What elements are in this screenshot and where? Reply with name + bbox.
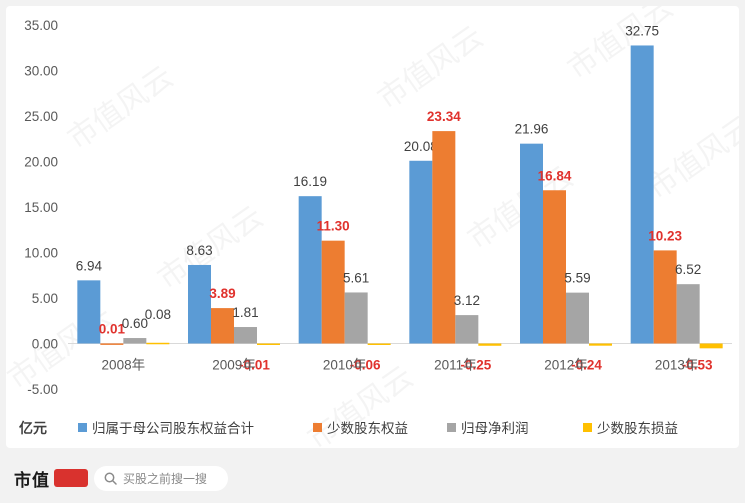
data-label: -0.53 bbox=[682, 358, 713, 373]
y-tick-label: 20.00 bbox=[24, 155, 58, 170]
bar bbox=[146, 342, 170, 345]
bar bbox=[699, 343, 723, 349]
bar bbox=[367, 343, 391, 345]
data-label: 16.19 bbox=[293, 174, 327, 189]
watermark-text: 市值风云 bbox=[562, 6, 679, 86]
data-label: 21.96 bbox=[515, 122, 549, 137]
bar bbox=[589, 343, 612, 346]
bar bbox=[478, 343, 502, 346]
data-label: 8.63 bbox=[186, 243, 212, 258]
y-tick-label: 10.00 bbox=[24, 246, 58, 261]
data-label: -0.25 bbox=[460, 358, 491, 373]
bar bbox=[211, 308, 234, 344]
y-tick-label: 5.00 bbox=[32, 291, 58, 306]
bar bbox=[520, 143, 543, 344]
data-label: 5.61 bbox=[343, 270, 369, 285]
watermark-text: 市值风云 bbox=[62, 60, 179, 156]
bar bbox=[123, 338, 147, 344]
legend-swatch bbox=[78, 423, 87, 432]
data-label: 3.89 bbox=[209, 286, 235, 301]
bar bbox=[321, 240, 345, 344]
data-label: 3.12 bbox=[454, 293, 480, 308]
bar bbox=[566, 292, 589, 344]
legend-label: 少数股东损益 bbox=[597, 421, 678, 436]
x-tick-label: 2013年 bbox=[655, 358, 699, 373]
data-label: 0.08 bbox=[145, 307, 171, 322]
x-tick-label: 2010年 bbox=[323, 358, 367, 373]
x-tick-label: 2009年 bbox=[212, 358, 256, 373]
data-label: 1.81 bbox=[232, 305, 258, 320]
data-label: 16.84 bbox=[538, 168, 572, 183]
brand-name: 市值 bbox=[14, 470, 50, 491]
data-label: 11.30 bbox=[317, 219, 350, 234]
y-tick-label: -5.00 bbox=[27, 382, 58, 397]
bar bbox=[257, 343, 280, 345]
y-tick-label: 30.00 bbox=[24, 64, 58, 79]
bar bbox=[653, 250, 677, 344]
bar bbox=[630, 45, 654, 344]
data-label: 32.75 bbox=[625, 23, 659, 38]
y-tick-label: 0.00 bbox=[32, 337, 58, 352]
legend-swatch bbox=[313, 423, 322, 432]
bar bbox=[298, 196, 322, 344]
data-label: 6.94 bbox=[76, 258, 103, 273]
data-label: -0.06 bbox=[350, 358, 381, 373]
data-label: -0.24 bbox=[571, 358, 602, 373]
y-tick-label: 35.00 bbox=[24, 18, 58, 33]
bar bbox=[543, 190, 566, 344]
x-tick-label: 2008年 bbox=[102, 358, 146, 373]
legend-label: 归属于母公司股东权益合计 bbox=[92, 420, 254, 436]
bar bbox=[234, 327, 257, 344]
data-label: 10.23 bbox=[648, 228, 682, 243]
y-tick-label: 15.00 bbox=[24, 200, 58, 215]
bar bbox=[409, 160, 433, 344]
search-box[interactable]: 买股之前搜一搜 bbox=[94, 466, 228, 491]
legend-swatch bbox=[583, 423, 592, 432]
data-label: 5.59 bbox=[564, 271, 590, 286]
unit-label: 亿元 bbox=[19, 420, 47, 436]
bar-chart: 市值风云市值风云市值风云市值风云市值风云市值风云市值风云市值风云35.0030.… bbox=[6, 6, 739, 448]
legend-label: 归母净利润 bbox=[461, 420, 529, 436]
search-placeholder: 买股之前搜一搜 bbox=[123, 472, 208, 486]
data-label: 20.08 bbox=[404, 139, 438, 154]
data-label: 0.01 bbox=[99, 321, 126, 336]
data-label: -0.01 bbox=[239, 358, 270, 373]
legend-swatch bbox=[447, 423, 456, 432]
bar bbox=[344, 292, 368, 344]
bar bbox=[432, 131, 456, 344]
data-label: 0.60 bbox=[122, 316, 148, 331]
data-label: 6.52 bbox=[675, 262, 701, 277]
y-tick-label: 25.00 bbox=[24, 109, 58, 124]
legend-label: 少数股东权益 bbox=[327, 420, 408, 436]
x-tick-label: 2012年 bbox=[544, 358, 588, 373]
bar bbox=[455, 315, 479, 344]
brand-seal-icon bbox=[54, 469, 88, 487]
chart-card: 市值风云市值风云市值风云市值风云市值风云市值风云市值风云市值风云35.0030.… bbox=[6, 6, 739, 448]
bar bbox=[77, 280, 101, 344]
bar bbox=[188, 264, 211, 344]
footer-bar: 市值 买股之前搜一搜 bbox=[0, 452, 745, 503]
watermark-text: 市值风云 bbox=[642, 110, 739, 206]
bar bbox=[100, 343, 124, 345]
brand-logo[interactable]: 市值 bbox=[14, 466, 88, 491]
x-tick-label: 2011年 bbox=[434, 358, 477, 373]
search-icon bbox=[104, 472, 117, 485]
data-label: 23.34 bbox=[427, 109, 461, 124]
watermark-text: 市值风云 bbox=[6, 300, 119, 396]
bar bbox=[676, 284, 700, 344]
watermark-text: 市值风云 bbox=[372, 20, 489, 116]
